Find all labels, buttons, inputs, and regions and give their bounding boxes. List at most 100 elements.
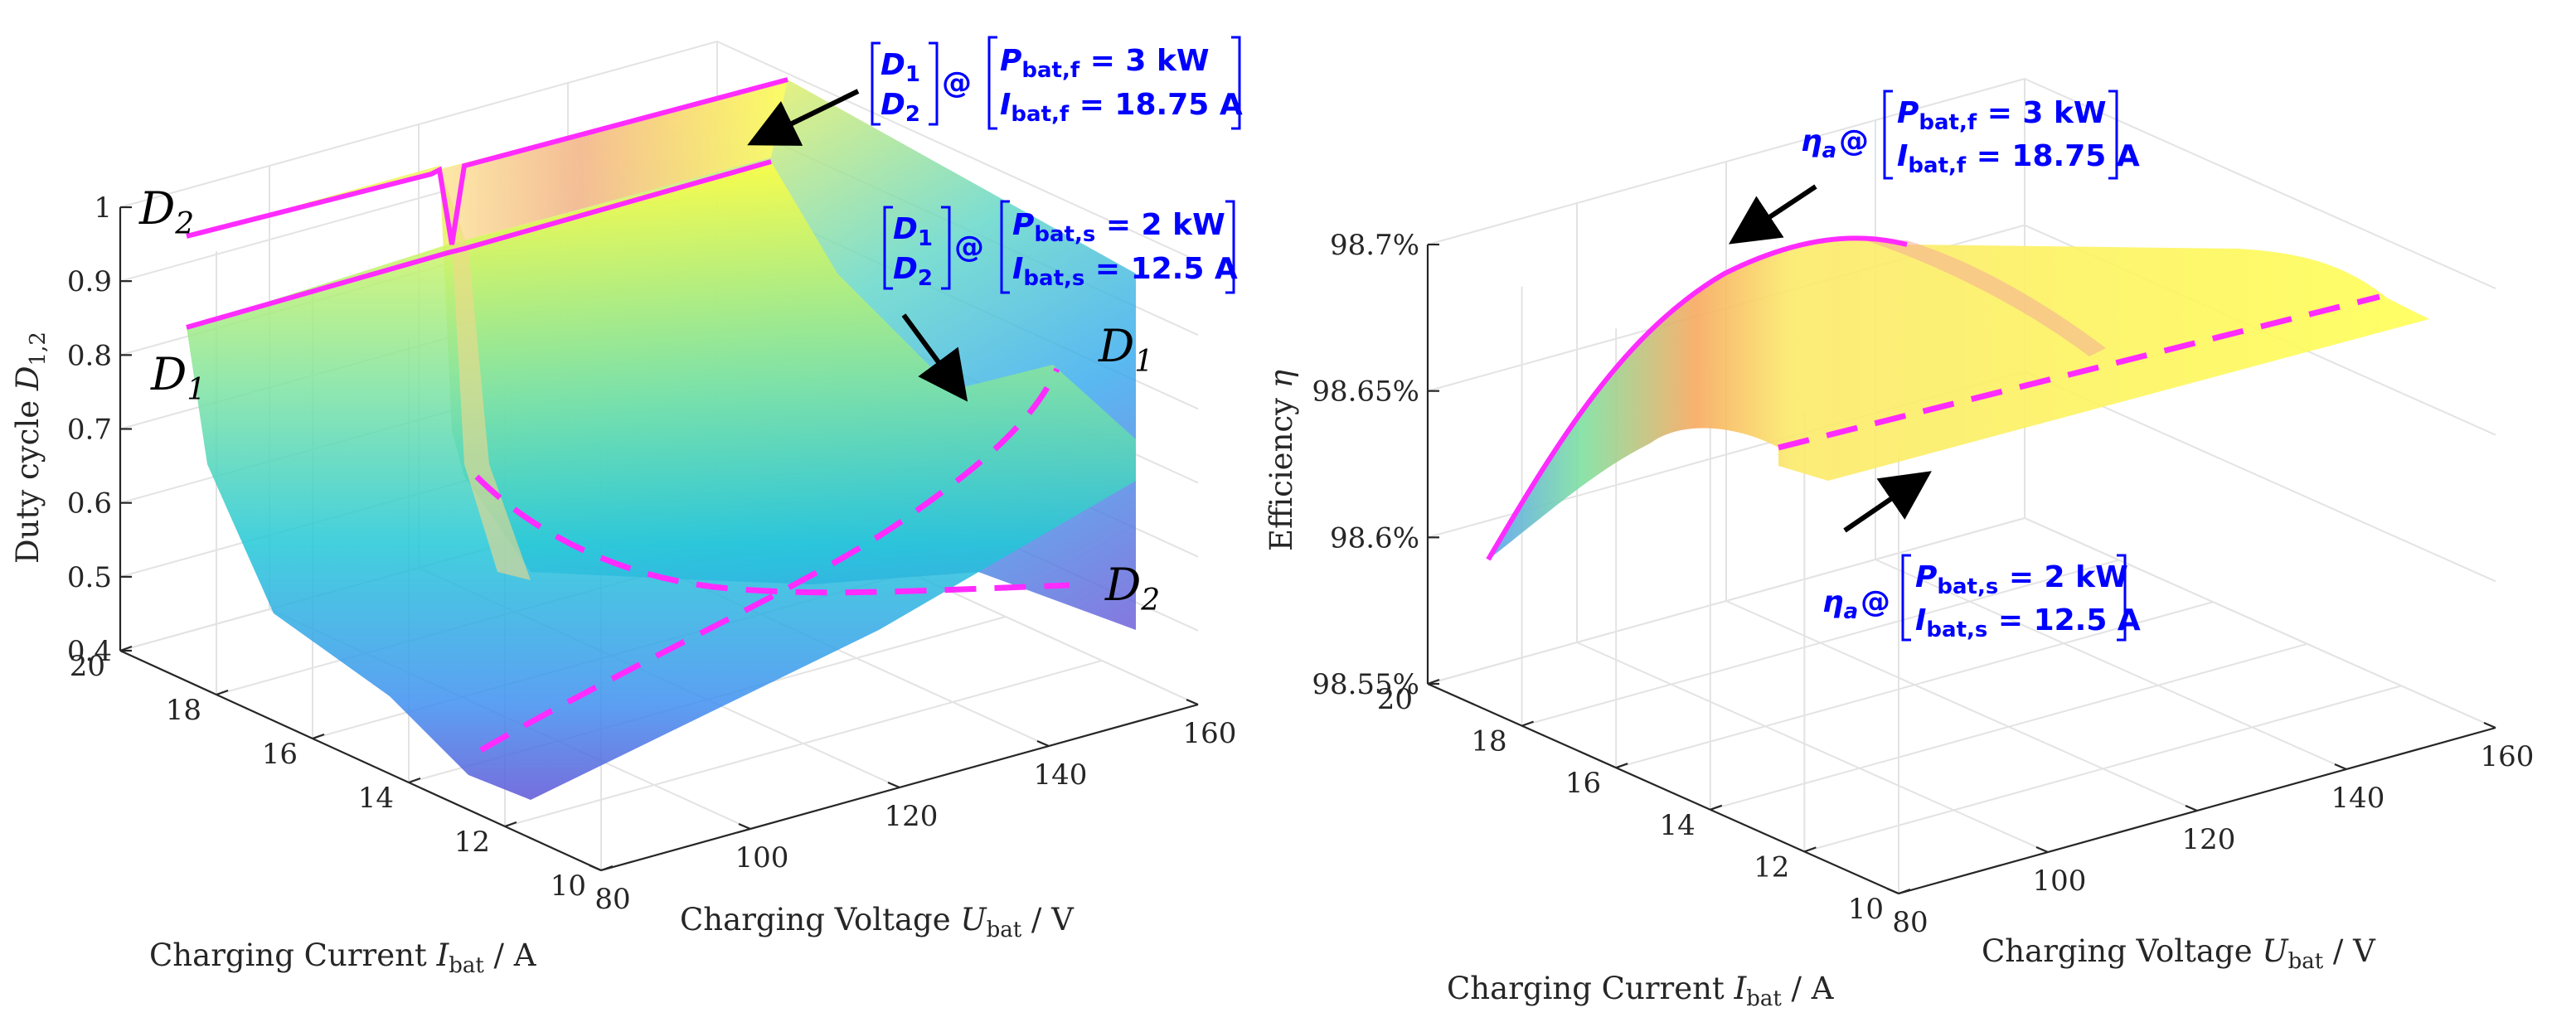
svg-text:@: @	[954, 230, 984, 264]
right-xlabel: Charging Voltage Ubat / V	[1982, 933, 2376, 974]
y-tick-label: 10	[1848, 893, 1884, 926]
arrow-slow-left	[901, 313, 968, 402]
x-tick-label: 160	[2481, 740, 2535, 773]
z-tick-label: 0.7	[67, 414, 112, 447]
z-tick-label: 0.5	[67, 561, 112, 594]
svg-text:@: @	[1860, 585, 1890, 619]
left-ticks: 20 18 16 14 12 10 80 100 120 140 160 0.4 0.5 0.6 0.7 0.…	[67, 191, 1237, 916]
efficiency-chart: 20 18 16 14 12 10 80 100 120 140 160 98.55% 98.6% 98.…	[1264, 77, 2534, 1011]
svg-text:Ibat,s = 12.5 A: Ibat,s = 12.5 A	[1012, 252, 1238, 291]
y-tick	[1710, 804, 1723, 811]
y-tick	[504, 821, 517, 828]
z-tick-label: 98.65%	[1312, 375, 1419, 409]
y-tick	[1804, 846, 1817, 853]
left-zlabel: Duty cycle D1,2	[10, 332, 51, 564]
arrow-fast-right	[1728, 184, 1817, 245]
svg-text:ηa: ηa	[1822, 585, 1858, 624]
label-d2-left: D2	[138, 182, 194, 241]
svg-text:D2: D2	[880, 88, 920, 127]
y-tick-label: 10	[551, 870, 586, 903]
svg-text:@: @	[1839, 124, 1869, 158]
z-tick-label: 98.6%	[1330, 521, 1419, 555]
x-tick-label: 100	[2033, 865, 2087, 898]
x-tick	[738, 822, 751, 831]
z-tick-label: 0.4	[67, 635, 112, 668]
z-grid	[119, 40, 1199, 262]
x-tick	[887, 781, 900, 789]
right-operating-curves	[1486, 235, 2380, 561]
y-tick	[1521, 720, 1534, 727]
y-tick	[312, 733, 325, 740]
svg-text:Ibat,f = 18.75 A: Ibat,f = 18.75 A	[1897, 139, 2140, 178]
z-grid	[1427, 77, 2496, 289]
eta-surface	[1488, 238, 2429, 560]
right-ylabel: Charging Current Ibat / A	[1447, 971, 1835, 1011]
x-tick-label: 80	[594, 883, 630, 916]
z-tick-label: 98.55%	[1312, 668, 1419, 701]
svg-text:D1: D1	[893, 212, 933, 251]
svg-text:@: @	[942, 66, 972, 100]
label-d2-right: D2	[1104, 559, 1160, 618]
y-tick-label: 20	[1377, 683, 1413, 716]
eta-ridge-shade	[1865, 240, 2106, 356]
floor-grid-y	[504, 660, 1103, 827]
d2-slow-curve	[474, 474, 1070, 596]
x-tick	[589, 864, 602, 872]
y-tick-label: 18	[1471, 725, 1506, 758]
svg-text:ηa: ηa	[1801, 124, 1836, 163]
x-tick-label: 140	[2331, 782, 2385, 815]
floor-grid-x	[1875, 559, 2347, 770]
svg-text:Pbat,s = 2 kW: Pbat,s = 2 kW	[1915, 560, 2128, 599]
x-tick	[1186, 698, 1199, 706]
y-tick	[408, 777, 421, 784]
z-tick-label: 0.9	[67, 265, 112, 298]
left-operating-curves	[186, 77, 1070, 753]
svg-text:Ibat,s = 12.5 A: Ibat,s = 12.5 A	[1915, 603, 2141, 642]
d1-surface	[187, 162, 1136, 800]
y-tick-label: 12	[454, 826, 490, 859]
x-tick-label: 100	[735, 841, 789, 874]
y-tick-label: 20	[70, 650, 105, 683]
d2-notch-wall	[439, 166, 531, 580]
x-tick-label: 160	[1183, 717, 1237, 750]
svg-text:Pbat,s = 2 kW: Pbat,s = 2 kW	[1012, 208, 1225, 247]
floor-grid-y	[1710, 642, 2308, 811]
x-tick	[2035, 845, 2049, 854]
y-tick	[1615, 763, 1628, 769]
y-tick-label: 16	[262, 738, 298, 771]
d2-fast-curve	[186, 77, 788, 245]
label-d1-left: D1	[150, 348, 206, 407]
left-xlabel: Charging Voltage Ubat / V	[680, 902, 1075, 942]
duty-cycle-chart: 20 18 16 14 12 10 80 100 120 140 160 0.4 0.5 0.6 0.7 0.…	[10, 36, 1243, 978]
right-axes	[1426, 243, 2496, 895]
y-tick-label: 14	[358, 782, 394, 815]
y-tick-label: 12	[1754, 850, 1789, 884]
x-tick	[1886, 887, 1899, 895]
y-tick-label: 18	[166, 694, 201, 727]
x-tick	[1036, 739, 1050, 748]
annotation-slow-left: D1 D2 @ Pbat,s = 2 kW Ibat,s = 12.5 A	[883, 200, 1238, 294]
right-zlabel: Efficiency η	[1264, 370, 1299, 551]
x-tick	[2483, 721, 2496, 729]
z-tick-label: 1	[94, 191, 112, 225]
floor-grid-y	[1521, 559, 2119, 727]
z-tick-label: 98.7%	[1330, 229, 1419, 262]
x-tick-label: 140	[1034, 758, 1088, 792]
annotation-fast-left: D1 D2 @ Pbat,f = 3 kW Ibat,f = 18.75 A	[871, 36, 1243, 130]
z-grid	[1427, 224, 2496, 436]
annotation-fast-right: ηa @ Pbat,f = 3 kW Ibat,f = 18.75 A	[1801, 90, 2140, 180]
label-d1-right: D1	[1098, 320, 1153, 379]
y-tick-label: 14	[1660, 809, 1696, 842]
z-tick-label: 0.6	[67, 487, 112, 521]
right-ticks: 20 18 16 14 12 10 80 100 120 140 160 98.55% 98.6% 98.…	[1312, 229, 2534, 939]
arrow-fast-left	[747, 89, 860, 146]
y-tick	[216, 689, 229, 696]
y-tick	[600, 865, 614, 872]
floor-grid-y	[1615, 601, 2214, 769]
left-surfaces	[187, 80, 1136, 800]
left-ylabel: Charging Current Ibat / A	[149, 937, 537, 978]
y-tick-label: 16	[1565, 767, 1601, 800]
eta-slow-curve	[1778, 293, 2380, 451]
svg-text:Ibat,f = 18.75 A: Ibat,f = 18.75 A	[1000, 88, 1243, 127]
